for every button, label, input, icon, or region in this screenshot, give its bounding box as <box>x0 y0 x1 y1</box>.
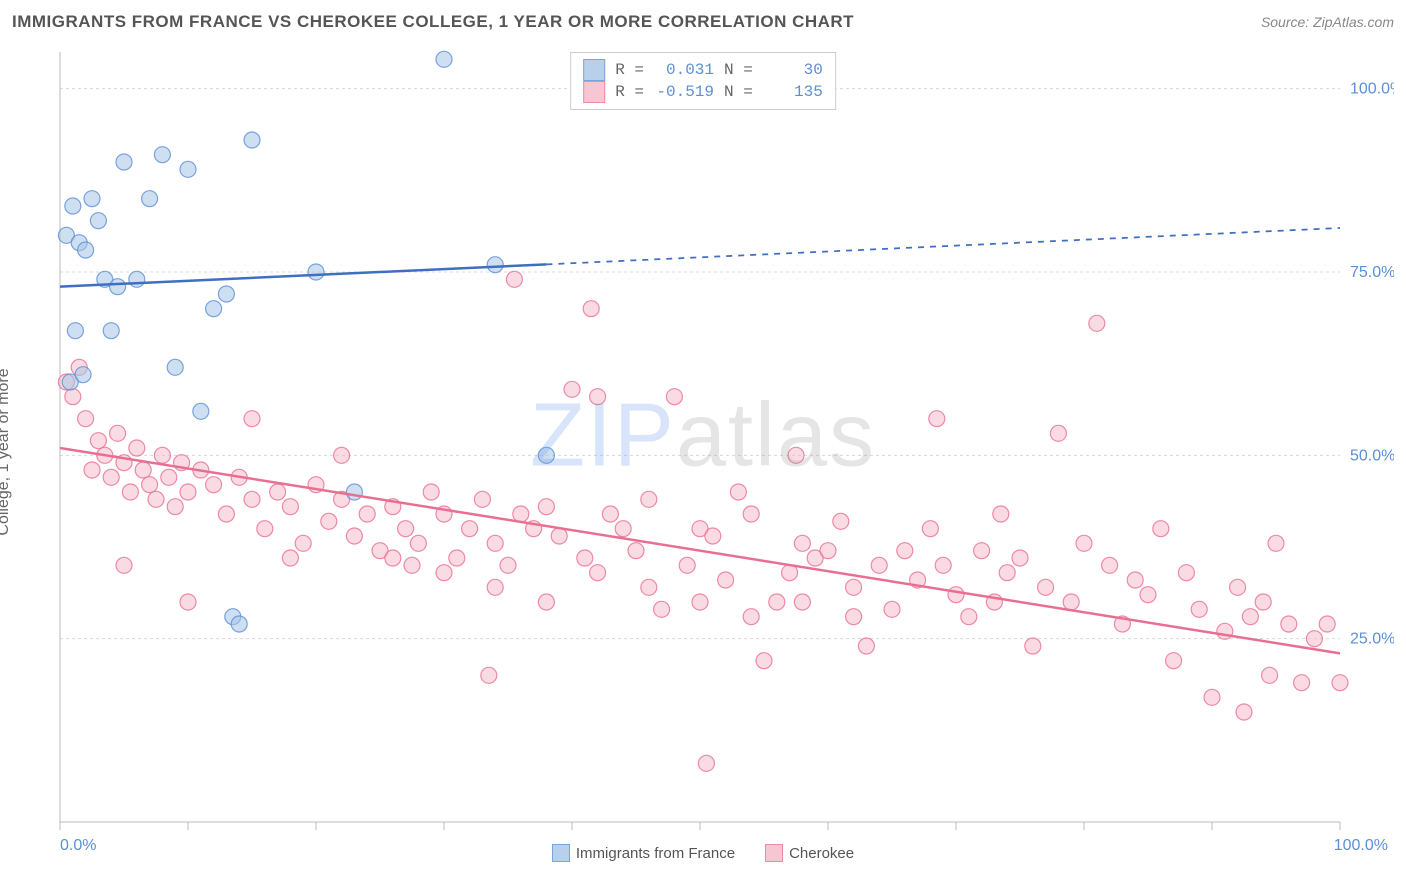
chart-title: IMMIGRANTS FROM FRANCE VS CHEROKEE COLLE… <box>12 12 854 32</box>
chart-container: College, 1 year or more 25.0%50.0%75.0%1… <box>12 42 1394 862</box>
legend-swatch-series-0 <box>583 59 605 81</box>
svg-text:75.0%: 75.0% <box>1350 264 1394 281</box>
correlation-legend: R = 0.031 N = 30 R = -0.519 N = 135 <box>570 52 836 110</box>
legend-swatch-series-1 <box>583 81 605 103</box>
legend-r-value-1: -0.519 <box>654 83 714 101</box>
scatter-chart: 25.0%50.0%75.0%100.0%0.0%100.0% <box>12 42 1394 862</box>
svg-text:100.0%: 100.0% <box>1350 81 1394 98</box>
legend-r-label: R = <box>615 83 644 101</box>
legend-row-series-0: R = 0.031 N = 30 <box>583 59 823 81</box>
legend-label-1: Cherokee <box>789 845 854 862</box>
legend-r-value-0: 0.031 <box>654 61 714 79</box>
legend-row-series-1: R = -0.519 N = 135 <box>583 81 823 103</box>
legend-r-label: R = <box>615 61 644 79</box>
svg-text:25.0%: 25.0% <box>1350 631 1394 648</box>
legend-item-0: Immigrants from France <box>552 844 735 862</box>
y-axis-label: College, 1 year or more <box>0 368 13 535</box>
legend-n-value-0: 30 <box>763 61 823 79</box>
source-label: Source: ZipAtlas.com <box>1261 14 1394 30</box>
legend-swatch-0 <box>552 844 570 862</box>
series-legend: Immigrants from France Cherokee <box>12 844 1394 862</box>
legend-swatch-1 <box>765 844 783 862</box>
legend-n-label: N = <box>724 61 753 79</box>
legend-n-value-1: 135 <box>763 83 823 101</box>
header: IMMIGRANTS FROM FRANCE VS CHEROKEE COLLE… <box>12 12 1394 32</box>
legend-item-1: Cherokee <box>765 844 854 862</box>
legend-n-label: N = <box>724 83 753 101</box>
svg-text:50.0%: 50.0% <box>1350 447 1394 464</box>
legend-label-0: Immigrants from France <box>576 845 735 862</box>
